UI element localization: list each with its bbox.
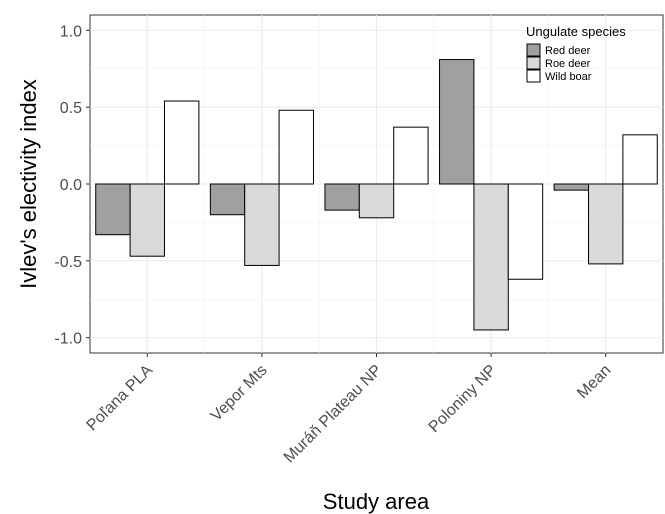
- bar-wild-boar: [507, 183, 544, 280]
- bar-red-deer: [553, 183, 590, 191]
- x-axis: Poľana PLA Vepor Mts Muráň Plateau NP Polon…: [84, 353, 615, 466]
- bar-wild-boar: [393, 126, 429, 185]
- bar-wild-boar: [278, 109, 314, 185]
- legend-key-roe-deer: [526, 56, 541, 70]
- legend-title: Ungulate species: [526, 24, 626, 39]
- bar-red-deer: [324, 183, 360, 211]
- y-axis-title: Ivlev's electivity index: [16, 79, 41, 289]
- x-tick-label: Poľana PLA: [84, 362, 157, 435]
- x-tick-label: Poloniny NP: [426, 362, 500, 436]
- bar-red-deer: [95, 183, 131, 236]
- bar-roe-deer: [588, 183, 624, 265]
- legend-label-roe-deer: Roe deer: [545, 58, 591, 70]
- y-tick-label: -0.5: [54, 254, 82, 271]
- y-tick-label: -1.0: [54, 331, 82, 348]
- legend-label-wild-boar: Wild boar: [545, 71, 592, 83]
- x-axis-title: Study area: [323, 489, 430, 514]
- bar-wild-boar: [622, 134, 658, 185]
- legend-key-red-deer: [526, 43, 541, 57]
- bar-roe-deer: [129, 183, 165, 257]
- bar-wild-boar: [163, 100, 200, 185]
- y-axis: -1.0 -0.5 0.0 0.5 1.0: [54, 23, 90, 348]
- bar-roe-deer: [244, 183, 280, 266]
- x-tick-label: Muráň Plateau NP: [281, 362, 385, 466]
- bars: [95, 59, 658, 331]
- bar-roe-deer: [473, 183, 509, 331]
- bar-red-deer: [209, 183, 246, 216]
- bar-roe-deer: [358, 183, 395, 219]
- x-tick-label: Mean: [574, 362, 614, 402]
- bar-red-deer: [439, 59, 475, 185]
- y-tick-label: 1.0: [60, 23, 82, 40]
- y-tick-label: 0.5: [60, 100, 82, 117]
- x-tick-label: Vepor Mts: [208, 362, 271, 425]
- legend-key-wild-boar: [526, 69, 541, 83]
- legend-label-red-deer: Red deer: [545, 45, 591, 57]
- y-tick-label: 0.0: [60, 177, 82, 194]
